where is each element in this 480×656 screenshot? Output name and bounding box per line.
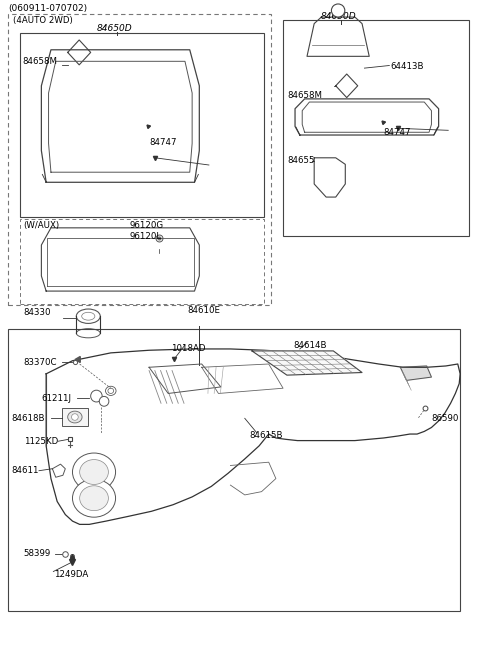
Bar — [20, 33, 264, 216]
Text: 84614B: 84614B — [294, 341, 327, 350]
Ellipse shape — [76, 309, 100, 323]
Text: 86590: 86590 — [432, 414, 459, 423]
Ellipse shape — [72, 414, 78, 420]
Ellipse shape — [72, 480, 116, 517]
Text: 84618B: 84618B — [11, 414, 45, 423]
Bar — [62, 408, 88, 426]
Ellipse shape — [68, 411, 82, 423]
Text: 96120G: 96120G — [130, 221, 164, 230]
Text: 83370C: 83370C — [24, 358, 57, 367]
Text: 58399: 58399 — [24, 549, 51, 558]
Text: 84330: 84330 — [24, 308, 51, 317]
Text: (060911-070702): (060911-070702) — [8, 4, 87, 13]
Polygon shape — [400, 366, 432, 380]
Text: 84610E: 84610E — [187, 306, 220, 315]
Text: 64413B: 64413B — [391, 62, 424, 72]
Text: 84747: 84747 — [384, 129, 411, 137]
Ellipse shape — [72, 453, 116, 491]
Text: 61211J: 61211J — [41, 394, 72, 403]
Text: (4AUTO 2WD): (4AUTO 2WD) — [12, 16, 72, 26]
Text: 96120L: 96120L — [130, 232, 162, 241]
Text: 1018AD: 1018AD — [170, 344, 205, 353]
Ellipse shape — [82, 312, 95, 320]
Text: 84611: 84611 — [11, 466, 39, 475]
Bar — [8, 329, 460, 611]
Ellipse shape — [76, 329, 100, 338]
Ellipse shape — [106, 386, 116, 396]
Ellipse shape — [80, 460, 108, 484]
Polygon shape — [252, 351, 362, 375]
Ellipse shape — [108, 388, 114, 394]
Ellipse shape — [91, 390, 102, 402]
Text: 1249DA: 1249DA — [54, 569, 88, 579]
Ellipse shape — [331, 4, 345, 17]
Text: 84650D: 84650D — [96, 24, 132, 33]
Bar — [20, 218, 264, 304]
Bar — [8, 14, 271, 305]
Text: (W/AUX): (W/AUX) — [24, 221, 60, 230]
Ellipse shape — [99, 396, 109, 406]
Text: 84658M: 84658M — [22, 57, 57, 66]
Text: 84747: 84747 — [149, 138, 177, 146]
Text: 84655: 84655 — [287, 157, 314, 165]
Bar — [283, 20, 469, 236]
Ellipse shape — [80, 485, 108, 510]
Text: 1125KD: 1125KD — [24, 437, 58, 445]
Text: 84650D: 84650D — [321, 12, 356, 22]
Text: 84615B: 84615B — [250, 432, 283, 440]
Text: 84658M: 84658M — [287, 91, 322, 100]
